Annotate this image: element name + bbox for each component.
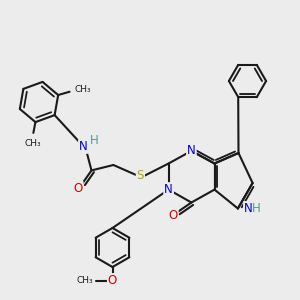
Text: O: O [74,182,82,195]
Text: CH₃: CH₃ [77,276,94,285]
Text: N: N [244,202,253,215]
Text: S: S [137,169,144,182]
Text: H: H [251,202,260,215]
Text: N: N [187,144,196,158]
Text: H: H [89,134,98,148]
Text: N: N [79,140,88,153]
Text: O: O [108,274,117,287]
Text: CH₃: CH₃ [74,85,91,94]
Text: O: O [169,209,178,222]
Text: CH₃: CH₃ [24,139,41,148]
Text: N: N [164,183,173,196]
